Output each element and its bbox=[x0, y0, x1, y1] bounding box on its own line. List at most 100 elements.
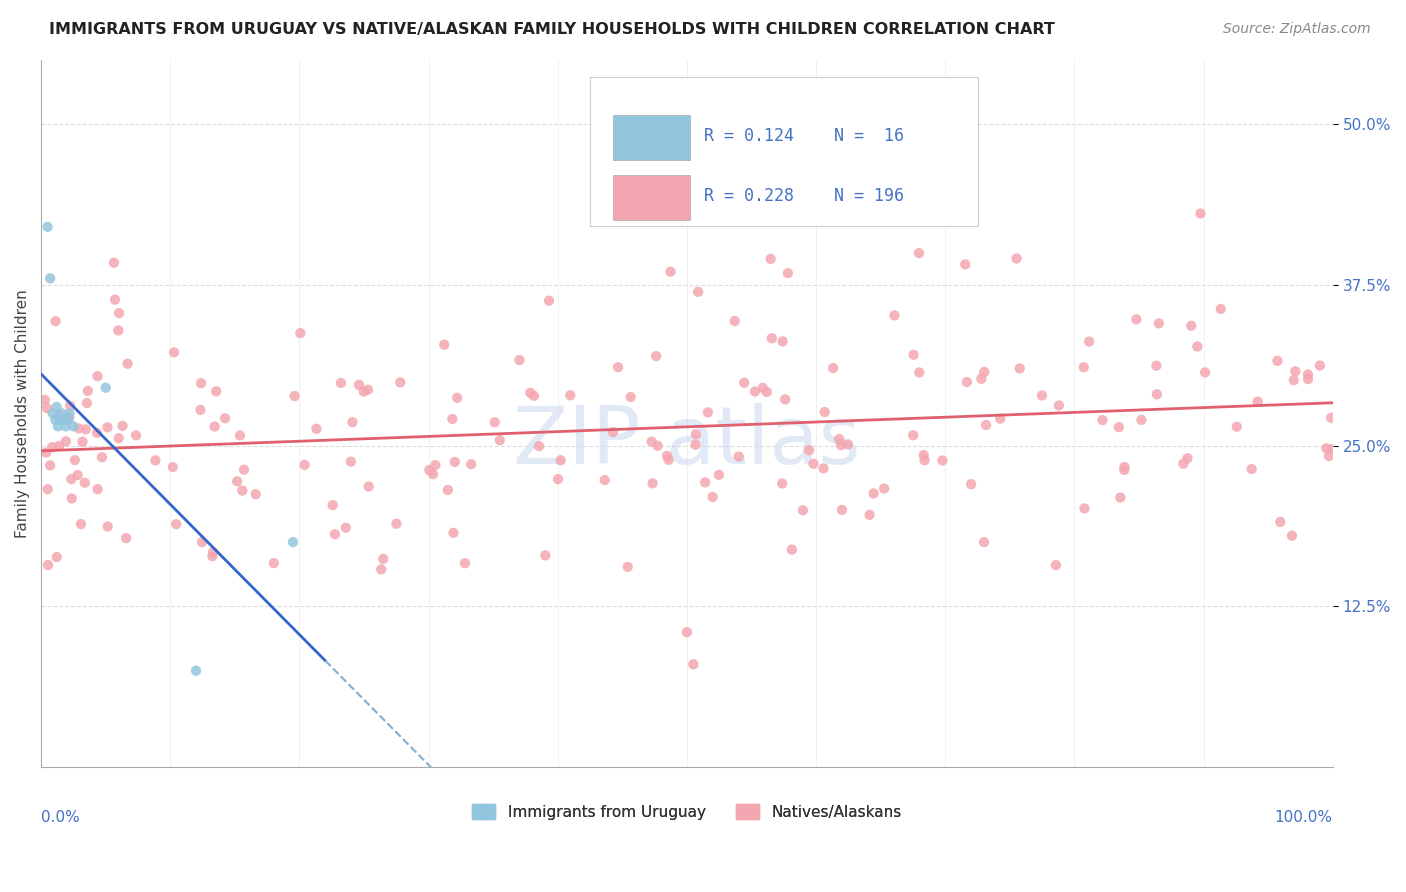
Point bbox=[523, 389, 546, 403]
Point bbox=[76, 384, 98, 398]
Point bbox=[724, 314, 747, 328]
Point bbox=[676, 625, 699, 640]
FancyBboxPatch shape bbox=[613, 115, 689, 160]
Point bbox=[76, 396, 98, 410]
Point bbox=[35, 401, 58, 416]
Point bbox=[107, 431, 129, 445]
Text: 100.0%: 100.0% bbox=[1275, 810, 1333, 825]
Point bbox=[1008, 361, 1031, 376]
Point bbox=[63, 453, 86, 467]
Point bbox=[233, 463, 256, 477]
Point bbox=[803, 457, 825, 471]
Point bbox=[773, 392, 796, 407]
Point bbox=[682, 657, 704, 672]
Point bbox=[1177, 451, 1199, 466]
Point bbox=[534, 549, 557, 563]
Text: IMMIGRANTS FROM URUGUAY VS NATIVE/ALASKAN FAMILY HOUSEHOLDS WITH CHILDREN CORREL: IMMIGRANTS FROM URUGUAY VS NATIVE/ALASKA… bbox=[49, 22, 1054, 37]
Point bbox=[607, 360, 630, 375]
Point bbox=[685, 438, 707, 452]
Point bbox=[1125, 312, 1147, 326]
Point bbox=[117, 357, 139, 371]
Point bbox=[41, 440, 63, 454]
Point bbox=[1226, 419, 1249, 434]
Point bbox=[908, 246, 931, 260]
Point bbox=[755, 384, 778, 399]
Point bbox=[1270, 515, 1292, 529]
Point bbox=[1045, 558, 1067, 573]
Point bbox=[620, 390, 643, 404]
Point bbox=[931, 453, 953, 467]
Point bbox=[813, 461, 835, 475]
Point bbox=[59, 399, 82, 413]
Point bbox=[53, 413, 76, 427]
Point bbox=[772, 334, 794, 349]
Point bbox=[1047, 399, 1070, 413]
Point bbox=[1073, 501, 1095, 516]
Point bbox=[357, 479, 380, 493]
Point bbox=[1146, 387, 1168, 401]
Point bbox=[1147, 317, 1170, 331]
Point bbox=[86, 425, 108, 440]
Point bbox=[685, 427, 707, 442]
Point bbox=[46, 419, 69, 434]
Point bbox=[103, 256, 125, 270]
Point bbox=[658, 452, 681, 467]
Point bbox=[104, 293, 127, 307]
Point bbox=[335, 521, 357, 535]
Point bbox=[761, 331, 783, 345]
Point bbox=[1267, 354, 1289, 368]
Point bbox=[1209, 301, 1232, 316]
Point bbox=[60, 491, 83, 506]
Point bbox=[342, 415, 364, 429]
Point bbox=[62, 419, 84, 434]
Point bbox=[914, 453, 936, 467]
Point bbox=[733, 376, 755, 390]
Point bbox=[163, 345, 186, 359]
Point bbox=[1281, 529, 1303, 543]
Point bbox=[107, 323, 129, 337]
Point bbox=[422, 467, 444, 482]
Point bbox=[48, 439, 70, 453]
Point bbox=[67, 421, 90, 435]
Point bbox=[744, 384, 766, 399]
Point bbox=[1296, 368, 1319, 382]
Point bbox=[873, 482, 896, 496]
Point bbox=[641, 476, 664, 491]
Point bbox=[903, 428, 925, 442]
Point bbox=[903, 348, 925, 362]
Point bbox=[108, 306, 131, 320]
Point bbox=[86, 482, 108, 496]
Legend: Immigrants from Uruguay, Natives/Alaskans: Immigrants from Uruguay, Natives/Alaskan… bbox=[472, 804, 901, 820]
Point bbox=[190, 376, 212, 391]
Point bbox=[72, 434, 94, 449]
Point bbox=[305, 422, 328, 436]
Point bbox=[602, 425, 624, 439]
Point bbox=[707, 467, 730, 482]
Point bbox=[385, 516, 408, 531]
Point bbox=[425, 458, 447, 472]
Point bbox=[859, 508, 882, 522]
Point bbox=[759, 252, 782, 266]
Point bbox=[75, 422, 97, 436]
Point bbox=[55, 419, 77, 434]
Point bbox=[1114, 459, 1136, 474]
Point bbox=[974, 418, 997, 433]
Point bbox=[245, 487, 267, 501]
Point bbox=[828, 432, 851, 446]
Point bbox=[294, 458, 316, 472]
Point bbox=[862, 486, 884, 500]
Point bbox=[125, 428, 148, 442]
Point bbox=[39, 458, 62, 473]
Point bbox=[1317, 449, 1340, 463]
Point bbox=[1091, 413, 1114, 427]
Point bbox=[647, 439, 669, 453]
Point bbox=[323, 527, 346, 541]
Point bbox=[446, 391, 468, 405]
Point bbox=[1282, 373, 1305, 387]
Point bbox=[831, 503, 853, 517]
Point bbox=[329, 376, 352, 390]
Point bbox=[696, 405, 718, 419]
Point bbox=[357, 383, 380, 397]
Point bbox=[145, 453, 167, 467]
FancyBboxPatch shape bbox=[591, 78, 977, 226]
